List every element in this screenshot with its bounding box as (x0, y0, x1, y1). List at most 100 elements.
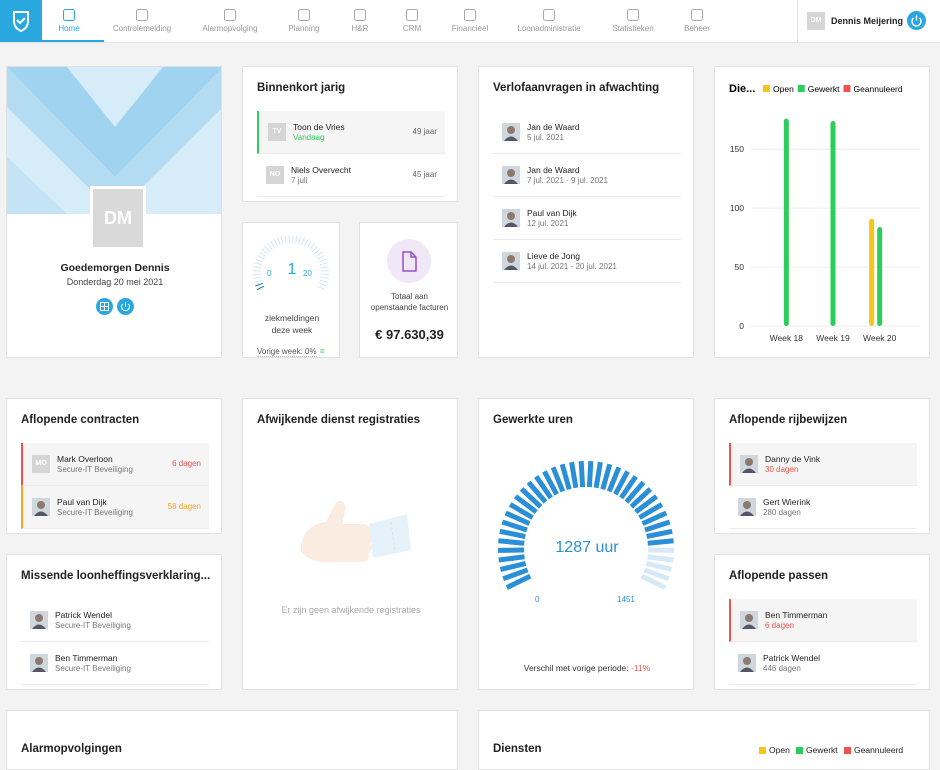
nav-item[interactable]: Alarmopvolging (195, 0, 265, 42)
user-avatar: DM (807, 12, 825, 30)
row-sub: 5 jul. 2021 (527, 133, 564, 142)
row-sub: Vandaag (293, 133, 324, 142)
document-icon (387, 239, 431, 283)
gauge-current: 1 (243, 261, 340, 279)
power-button[interactable] (117, 298, 134, 315)
gauge-segment (319, 283, 327, 286)
greeting: Goedemorgen Dennis (7, 262, 222, 274)
x-tick-label: Week 18 (770, 333, 804, 343)
hours-gauge (479, 399, 694, 629)
row-sub: 446 dagen (763, 664, 801, 673)
legend-label: Open (773, 84, 794, 94)
nav-label: Controlemelding (107, 24, 177, 33)
nav-item[interactable]: Controlemelding (107, 0, 177, 42)
gauge-segment (314, 249, 320, 254)
gauge-segment (285, 235, 286, 243)
row-name: Lieve de Jong (527, 251, 580, 261)
logout-button[interactable] (907, 11, 926, 30)
nav-label: Home (34, 24, 104, 33)
nav-icon (223, 8, 237, 22)
photo-head (35, 614, 43, 622)
gauge-segment (572, 462, 576, 488)
row-sub: 14 jul. 2021 - 20 jul. 2021 (527, 262, 617, 271)
empty-message: Er zijn geen afwijkende registraties (243, 605, 458, 615)
y-tick-label: 100 (730, 203, 744, 213)
nav-icon (297, 8, 311, 22)
avatar-photo (738, 498, 756, 516)
photo-head (507, 126, 515, 134)
gauge-segment (647, 531, 672, 536)
nav-item[interactable]: Statistieken (598, 0, 668, 42)
legend-swatch (843, 85, 850, 92)
row-name: Toon de Vries (293, 122, 345, 132)
icon-shape (692, 10, 703, 21)
photo-head (35, 657, 43, 665)
nav-icon (405, 8, 419, 22)
gauge-max: 1451 (617, 595, 635, 604)
y-tick-label: 150 (730, 144, 744, 154)
gauge-segment (281, 236, 283, 244)
avatar-photo (32, 498, 50, 516)
nav-item[interactable]: Loonadministratie (514, 0, 584, 42)
y-tick-label: 0 (739, 321, 744, 331)
power-icon (117, 298, 134, 315)
nav-icon (690, 8, 704, 22)
gauge-segment (646, 563, 671, 569)
nav-item[interactable]: Beheer (662, 0, 732, 42)
chart-title: Die... (729, 83, 755, 95)
avatar-photo (740, 455, 758, 473)
card-title: Aflopende rijbewijzen (729, 414, 847, 426)
legend-label: Open (769, 745, 790, 755)
leave-card: Verlofaanvragen in afwachting Jan de Waa… (478, 66, 694, 358)
comparison-value: -11% (631, 663, 650, 673)
hours-card: Gewerkte uren 1287 uur 0 1451 Verschil m… (478, 398, 694, 690)
comparison: Verschil met vorige periode: -11% (479, 663, 694, 673)
gauge-segment (320, 280, 328, 282)
hours-number: 1287 (555, 539, 591, 556)
row-sub: Secure-IT Beveiliging (55, 621, 131, 630)
nav-item[interactable]: Home (34, 0, 104, 42)
gauge-segment (648, 557, 674, 560)
invoice-label: Totaal aan openstaande facturen (368, 291, 451, 313)
apps-button[interactable] (96, 298, 113, 315)
icon-shape (355, 10, 366, 21)
card-title: Binnenkort jarig (257, 82, 345, 94)
photo-head (745, 614, 753, 622)
gauge-segment (562, 464, 569, 489)
row-sub: Secure-IT Beveiliging (55, 664, 131, 673)
row-sub: 12 jul. 2021 (527, 219, 568, 228)
nav-icon (135, 8, 149, 22)
missing-card: Missende loonheffingsverklaring... Patri… (6, 554, 222, 690)
bar (877, 227, 882, 326)
nav-icon (62, 8, 76, 22)
card-title: Aflopende contracten (21, 414, 139, 426)
card-title: Aflopende passen (729, 570, 828, 582)
gauge-segment (318, 255, 325, 259)
previous-week: Vorige week: 0% (257, 347, 317, 357)
gauge-segment (589, 461, 590, 487)
welcome-card: DM Goedemorgen Dennis Donderdag 20 mei 2… (6, 66, 222, 358)
photo-head (743, 657, 751, 665)
gauge-segment (264, 246, 270, 252)
nav-item[interactable]: Financieel (435, 0, 505, 42)
user-name[interactable]: Dennis Meijering (831, 16, 903, 26)
row-sub: 6 dagen (765, 621, 794, 630)
row-name: Jan de Waard (527, 165, 580, 175)
card-title: Missende loonheffingsverklaring... (21, 570, 210, 582)
